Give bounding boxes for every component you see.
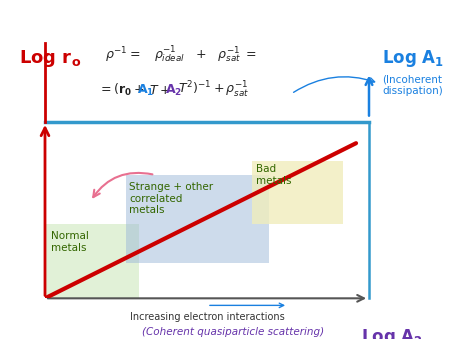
Text: $\mathbf{A_2}$: $\mathbf{A_2}$ [165,83,182,98]
Text: Bad
metals: Bad metals [256,164,291,186]
Bar [252,161,343,224]
Bar [45,224,139,298]
Text: Normal
metals: Normal metals [51,231,90,253]
Text: $T +$: $T +$ [148,84,170,97]
Text: Log $\mathbf{A_2}$: Log $\mathbf{A_2}$ [361,326,423,339]
Text: Log $\mathbf{A_1}$: Log $\mathbf{A_1}$ [382,48,444,69]
Text: Increasing electron interactions: Increasing electron interactions [130,313,284,322]
Text: (Incoherent
dissipation): (Incoherent dissipation) [382,75,443,96]
Text: Log $\mathbf{r_o}$: Log $\mathbf{r_o}$ [19,48,81,69]
Text: (Coherent quasiparticle scattering): (Coherent quasiparticle scattering) [142,326,324,337]
Text: $\rho^{-1}=$   $\rho^{-1}_{ideal}$   $+$   $\rho^{-1}_{sat}$ $=$: $\rho^{-1}=$ $\rho^{-1}_{ideal}$ $+$ $\r… [105,45,257,65]
Text: Strange + other
correlated
metals: Strange + other correlated metals [129,182,213,215]
Text: $\mathbf{A_1}$: $\mathbf{A_1}$ [137,83,155,98]
Text: $= (\mathbf{r_0}+$: $= (\mathbf{r_0}+$ [99,82,145,98]
Bar [126,175,269,263]
Text: $T^2)^{-1} + \rho^{-1}_{sat}$: $T^2)^{-1} + \rho^{-1}_{sat}$ [178,80,249,100]
